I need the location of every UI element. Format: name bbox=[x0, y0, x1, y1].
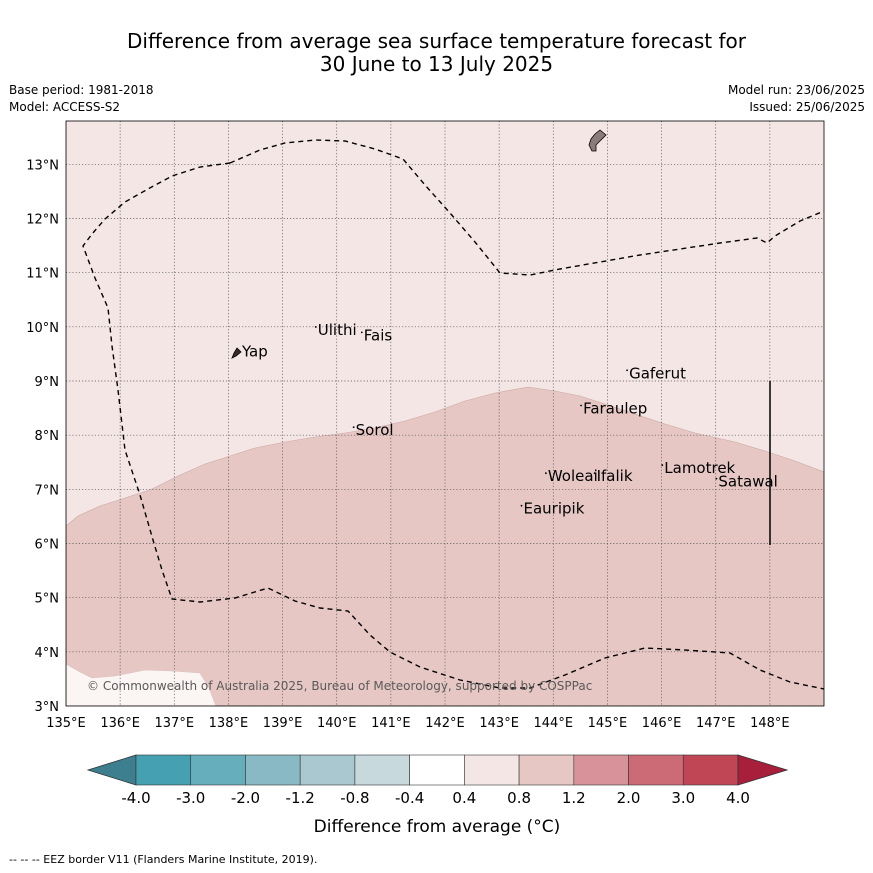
colorbar-segment bbox=[299, 754, 356, 786]
colorbar-tick-label: -4.0 bbox=[121, 789, 150, 807]
lon-tick-label: 144°E bbox=[534, 716, 574, 731]
lat-tick-label: 8°N bbox=[35, 429, 60, 444]
lon-tick-label: 136°E bbox=[100, 716, 140, 731]
place-label-gaferut: Gaferut bbox=[629, 364, 686, 382]
place-label-fais: Fais bbox=[364, 326, 393, 344]
island-dot bbox=[544, 472, 547, 475]
issued-text: Issued: 25/06/2025 bbox=[749, 100, 865, 114]
colorbar-tick-label: 2.0 bbox=[617, 789, 641, 807]
colorbar-segment bbox=[628, 754, 684, 786]
lat-tick-label: 11°N bbox=[26, 267, 59, 282]
colorbar-segment bbox=[682, 754, 739, 786]
lat-tick-label: 3°N bbox=[35, 700, 60, 715]
colorbar-tick-labels: -4.0 -3.0 -2.0 -1.2 -0.8 -0.4 0.4 0.8 1.2 2.0 3.0 4… bbox=[121, 789, 750, 807]
colorbar-segment bbox=[518, 754, 575, 786]
lon-tick-label: 135°E bbox=[46, 716, 86, 731]
eez-legend-note: -- -- -- EEZ border V11 (Flanders Marine… bbox=[9, 853, 318, 866]
anomaly-region-0-8-to-1-2 bbox=[66, 386, 824, 706]
colorbar-tick-label: -0.8 bbox=[340, 789, 369, 807]
place-label-lamotrek: Lamotrek bbox=[664, 459, 735, 477]
lon-tick-label: 143°E bbox=[479, 716, 519, 731]
lon-tick-label: 148°E bbox=[750, 716, 790, 731]
place-label-woleai: Woleai bbox=[548, 467, 598, 485]
place-label-ulithi: Ulithi bbox=[318, 321, 357, 339]
colorbar-extend-low bbox=[86, 754, 137, 786]
colorbar-segment bbox=[135, 754, 192, 786]
island-labels: Yap Ulithi Fais Sorol Gaferut Faraulep WoleaiI… bbox=[241, 321, 778, 518]
colorbar-label: Difference from average (°C) bbox=[314, 817, 561, 837]
colorbar-tick-label: 0.8 bbox=[507, 789, 531, 807]
lon-tick-label: 140°E bbox=[317, 716, 357, 731]
lon-tick-label: 139°E bbox=[263, 716, 303, 731]
colorbar-segment bbox=[573, 754, 629, 786]
lon-tick-label: 142°E bbox=[425, 716, 465, 731]
base-period-text: Base period: 1981-2018 bbox=[9, 83, 154, 97]
lon-tick-label: 141°E bbox=[371, 716, 411, 731]
lat-tick-label: 7°N bbox=[35, 483, 60, 498]
island-dot bbox=[715, 477, 718, 480]
eez-border-line-west bbox=[82, 162, 824, 690]
yap-island bbox=[231, 347, 242, 359]
lon-tick-label: 137°E bbox=[155, 716, 195, 731]
island-dot bbox=[593, 472, 596, 475]
colorbar-tick-label: 1.2 bbox=[562, 789, 586, 807]
island-dot bbox=[520, 504, 523, 507]
island-dot bbox=[661, 464, 664, 466]
island-dot bbox=[352, 426, 355, 429]
colorbar-extend-high bbox=[737, 754, 789, 786]
colorbar-segment bbox=[190, 754, 246, 786]
place-label-satawal: Satawal bbox=[718, 473, 777, 491]
longitude-tick-labels: 135°E 136°E 137°E 138°E 139°E 140°E 141°E 142°E… bbox=[46, 716, 789, 731]
lon-tick-label: 145°E bbox=[588, 716, 628, 731]
model-text: Model: ACCESS-S2 bbox=[9, 100, 121, 114]
colorbar-tick-label: -1.2 bbox=[286, 789, 315, 807]
colorbar-segment bbox=[354, 754, 410, 786]
colorbar-tick-label: -0.4 bbox=[395, 789, 424, 807]
lat-tick-label: 12°N bbox=[26, 213, 59, 228]
colorbar-tick-label: 0.4 bbox=[452, 789, 476, 807]
colorbar-segment bbox=[245, 754, 301, 786]
map-title-line-2: 30 June to 13 July 2025 bbox=[319, 52, 554, 76]
place-label-sorol: Sorol bbox=[356, 421, 394, 439]
lat-tick-label: 9°N bbox=[35, 375, 60, 390]
lon-tick-label: 138°E bbox=[209, 716, 249, 731]
place-label-faraulep: Faraulep bbox=[583, 400, 647, 418]
place-label-eauripik: Eauripik bbox=[524, 500, 585, 518]
lat-tick-label: 4°N bbox=[35, 646, 60, 661]
island-dot bbox=[314, 326, 317, 328]
island-markers bbox=[314, 326, 718, 507]
map-frame bbox=[65, 120, 825, 707]
copyright-notice: © Commonwealth of Australia 2025, Bureau… bbox=[87, 679, 592, 693]
place-label-ifalik: Ifalik bbox=[597, 467, 633, 485]
guam-island bbox=[588, 129, 607, 152]
place-label-yap: Yap bbox=[241, 343, 268, 361]
colorbar-tick-label: -2.0 bbox=[231, 789, 260, 807]
lon-tick-label: 147°E bbox=[696, 716, 736, 731]
lon-tick-label: 146°E bbox=[642, 716, 682, 731]
lat-tick-label: 5°N bbox=[35, 592, 60, 607]
island-dot bbox=[580, 404, 582, 407]
colorbar-segment bbox=[464, 754, 520, 786]
colorbar bbox=[86, 754, 789, 786]
graticule bbox=[66, 121, 824, 706]
colorbar-tick-label: -3.0 bbox=[176, 789, 205, 807]
map-title-line-1: Difference from average sea surface temp… bbox=[126, 29, 746, 53]
latitude-tick-labels: 3°N 4°N 5°N 6°N 7°N 8°N 9°N 10°N 11°N 12°N 13°N bbox=[26, 158, 59, 715]
colorbar-segment bbox=[409, 754, 465, 786]
model-run-text: Model run: 23/06/2025 bbox=[727, 83, 865, 97]
island-dot bbox=[360, 331, 363, 334]
colorbar-tick-label: 4.0 bbox=[726, 789, 750, 807]
anomaly-region-near-zero bbox=[66, 663, 217, 706]
eez-border-line bbox=[229, 139, 824, 276]
colorbar-tick-label: 3.0 bbox=[671, 789, 695, 807]
island-dot bbox=[626, 369, 628, 372]
lat-tick-label: 6°N bbox=[35, 538, 60, 553]
lat-tick-label: 10°N bbox=[26, 321, 59, 336]
lat-tick-label: 13°N bbox=[26, 158, 59, 173]
